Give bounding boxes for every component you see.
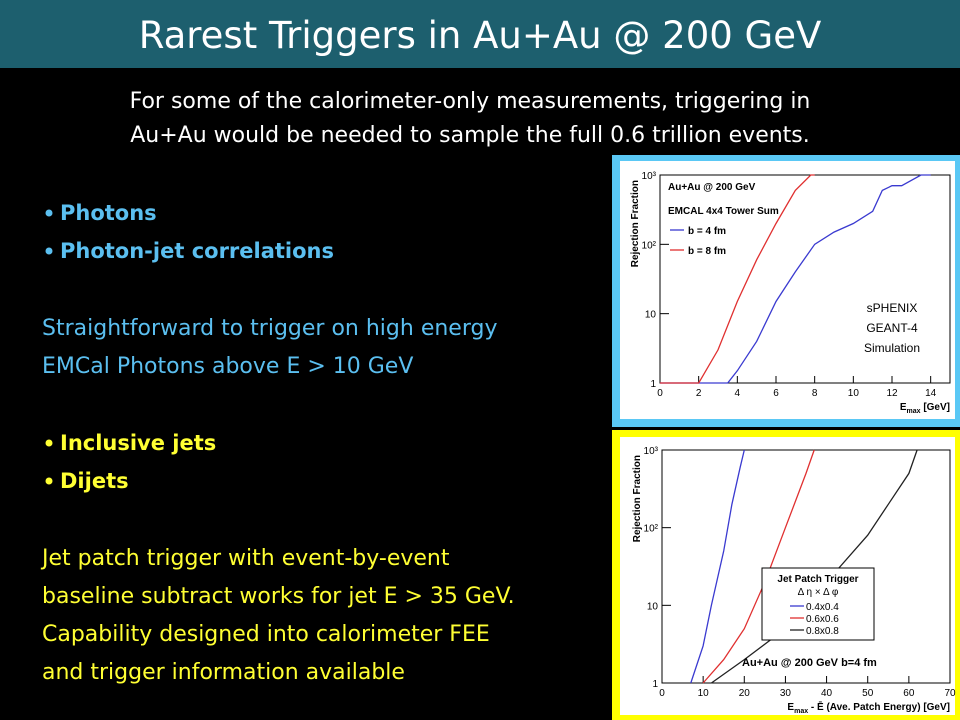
legend-box	[761, 567, 875, 641]
y-tick-label: 10	[645, 310, 657, 321]
axes-frame	[661, 449, 951, 684]
y-tick-label: 10³	[642, 171, 657, 182]
intro-line: Au+Au would be needed to sample the full…	[130, 123, 810, 148]
x-tick-label: 10	[698, 688, 710, 699]
bullet-dot	[45, 439, 53, 447]
series-line	[690, 449, 745, 684]
body-text: Jet patch trigger with event-by-event	[40, 546, 450, 571]
bullet-dot	[45, 247, 53, 255]
header-bar	[0, 0, 960, 68]
bullet-dot	[45, 209, 53, 217]
bullet-text: Inclusive jets	[60, 431, 216, 455]
bullet-text: Photon-jet correlations	[60, 239, 334, 263]
x-tick-label: 70	[944, 688, 956, 699]
bullet-dot	[45, 477, 53, 485]
plot-panel	[620, 161, 955, 419]
y-tick-label: 10²	[644, 524, 659, 535]
y-tick-label: 10²	[642, 240, 657, 251]
x-axis-label-part: [GeV]	[921, 402, 950, 413]
body-text: Capability designed into calorimeter FEE	[42, 622, 490, 647]
simulation-note: GEANT-4	[866, 321, 918, 335]
axes-frame	[659, 174, 951, 384]
x-tick-label: 0	[659, 688, 665, 699]
legend-label: b = 4 fm	[688, 226, 726, 237]
x-axis-label-part: max	[794, 708, 808, 715]
x-tick-label: 0	[657, 388, 663, 399]
x-axis-label: Emax - Ē (Ave. Patch Energy) [GeV]	[787, 701, 950, 715]
x-tick-label: 30	[780, 688, 792, 699]
slide-title: Rarest Triggers in Au+Au @ 200 GeV	[139, 14, 822, 57]
body-text: baseline subtract works for jet E > 35 G…	[42, 584, 515, 609]
x-tick-label: 50	[862, 688, 874, 699]
x-tick-label: 40	[821, 688, 833, 699]
annotation: EMCAL 4x4 Tower Sum	[668, 206, 779, 217]
body-text: EMCal Photons above E > 10 GeV	[42, 354, 413, 379]
series-line	[660, 174, 815, 384]
y-tick-label: 1	[652, 679, 658, 690]
legend-label: 0.8x0.8	[806, 626, 839, 637]
legend-title: Jet Patch Trigger	[777, 574, 858, 585]
x-axis-label-part: max	[907, 408, 921, 415]
x-tick-label: 4	[735, 388, 741, 399]
x-tick-label: 20	[739, 688, 751, 699]
x-tick-label: 2	[696, 388, 702, 399]
y-axis-label: Rejection Fraction	[632, 455, 643, 542]
simulation-note: sPHENIX	[867, 301, 918, 315]
y-tick-label: 10³	[644, 446, 659, 457]
x-tick-label: 10	[848, 388, 860, 399]
annotation: Au+Au @ 200 GeV	[668, 182, 756, 193]
y-tick-label: 10	[647, 601, 659, 612]
x-tick-label: 60	[903, 688, 915, 699]
intro-line: For some of the calorimeter-only measure…	[130, 89, 811, 114]
annotation: Au+Au @ 200 GeV b=4 fm	[742, 657, 877, 669]
y-tick-label: 1	[650, 379, 656, 390]
legend-label: b = 8 fm	[688, 246, 726, 257]
x-tick-label: 8	[812, 388, 818, 399]
x-axis-label-part: - Ē (Ave. Patch Energy) [GeV]	[808, 701, 950, 713]
y-axis-label: Rejection Fraction	[630, 180, 641, 267]
legend-label: 0.6x0.6	[806, 614, 839, 625]
body-text: Straightforward to trigger on high energ…	[42, 316, 497, 341]
x-axis-label-part: E	[900, 402, 907, 413]
legend-label: 0.4x0.4	[806, 602, 839, 613]
x-tick-label: 14	[925, 388, 937, 399]
x-tick-label: 12	[886, 388, 898, 399]
series-line	[711, 449, 918, 684]
simulation-note: Simulation	[864, 341, 920, 355]
bullet-text: Dijets	[60, 469, 129, 493]
x-tick-label: 6	[773, 388, 779, 399]
x-axis-label-part: E	[787, 702, 794, 713]
bullet-text: Photons	[60, 201, 157, 225]
series-line	[660, 174, 931, 384]
x-axis-label: Emax [GeV]	[900, 402, 950, 415]
legend-subtitle: Δ η × Δ φ	[798, 587, 839, 598]
body-text: and trigger information available	[42, 660, 405, 685]
